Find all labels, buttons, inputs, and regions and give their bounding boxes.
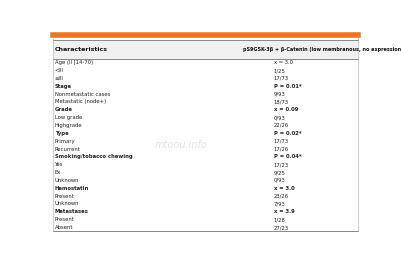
Text: 22/26: 22/26	[274, 123, 289, 128]
Bar	[53, 40, 358, 59]
Text: 0/93: 0/93	[274, 178, 286, 183]
Text: 1/28: 1/28	[274, 217, 286, 222]
Text: 7/93: 7/93	[274, 202, 286, 206]
Text: Hemostatin: Hemostatin	[55, 186, 89, 191]
Text: mtoou.info: mtoou.info	[154, 140, 207, 150]
Text: Present: Present	[55, 217, 75, 222]
Text: Primary: Primary	[55, 139, 75, 144]
Text: 9/93: 9/93	[274, 92, 286, 97]
Text: Nonmetastatic cases: Nonmetastatic cases	[55, 92, 110, 97]
Text: Low grade: Low grade	[55, 115, 82, 120]
Text: Yes: Yes	[55, 162, 63, 167]
Text: Metastatic (node+): Metastatic (node+)	[55, 99, 106, 104]
Text: 9/25: 9/25	[274, 170, 286, 175]
Text: Absent: Absent	[55, 225, 73, 230]
Text: Unknown: Unknown	[55, 178, 79, 183]
Text: 18/73: 18/73	[274, 99, 289, 104]
Text: Characteristics: Characteristics	[55, 47, 108, 52]
Text: 17/23: 17/23	[274, 162, 289, 167]
Text: Ex: Ex	[55, 170, 61, 175]
Text: ≥III: ≥III	[55, 76, 64, 81]
Text: pS9GSK-3β + β-Catenin (low membranous, no expression or NIC expression*)(n = 28/: pS9GSK-3β + β-Catenin (low membranous, n…	[243, 47, 401, 52]
Text: Metastases: Metastases	[55, 209, 89, 214]
Text: x = 0.09: x = 0.09	[274, 107, 298, 112]
Text: 17/73: 17/73	[274, 76, 289, 81]
Text: P = 0.02*: P = 0.02*	[274, 131, 302, 136]
Text: <III: <III	[55, 68, 64, 73]
Text: 0/93: 0/93	[274, 115, 286, 120]
Text: Unknown: Unknown	[55, 202, 79, 206]
Text: Age (II [14-70): Age (II [14-70)	[55, 60, 93, 65]
Text: 27/23: 27/23	[274, 225, 289, 230]
Text: Smoking/tobacco chewing: Smoking/tobacco chewing	[55, 154, 132, 159]
Text: P = 0.04*: P = 0.04*	[274, 154, 302, 159]
Text: Type: Type	[55, 131, 69, 136]
Text: Highgrade: Highgrade	[55, 123, 83, 128]
Text: 17/73: 17/73	[274, 139, 289, 144]
Text: 17/26: 17/26	[274, 147, 289, 152]
Text: P = 0.01*: P = 0.01*	[274, 84, 302, 89]
Text: x = 3.0: x = 3.0	[274, 186, 295, 191]
Text: Recurrent: Recurrent	[55, 147, 81, 152]
Text: Grade: Grade	[55, 107, 73, 112]
Text: 23/26: 23/26	[274, 194, 289, 199]
Text: Stage: Stage	[55, 84, 72, 89]
Text: 1/25: 1/25	[274, 68, 286, 73]
Text: x = 3.0: x = 3.0	[274, 60, 293, 65]
Text: x = 3.9: x = 3.9	[274, 209, 295, 214]
Text: Present: Present	[55, 194, 75, 199]
